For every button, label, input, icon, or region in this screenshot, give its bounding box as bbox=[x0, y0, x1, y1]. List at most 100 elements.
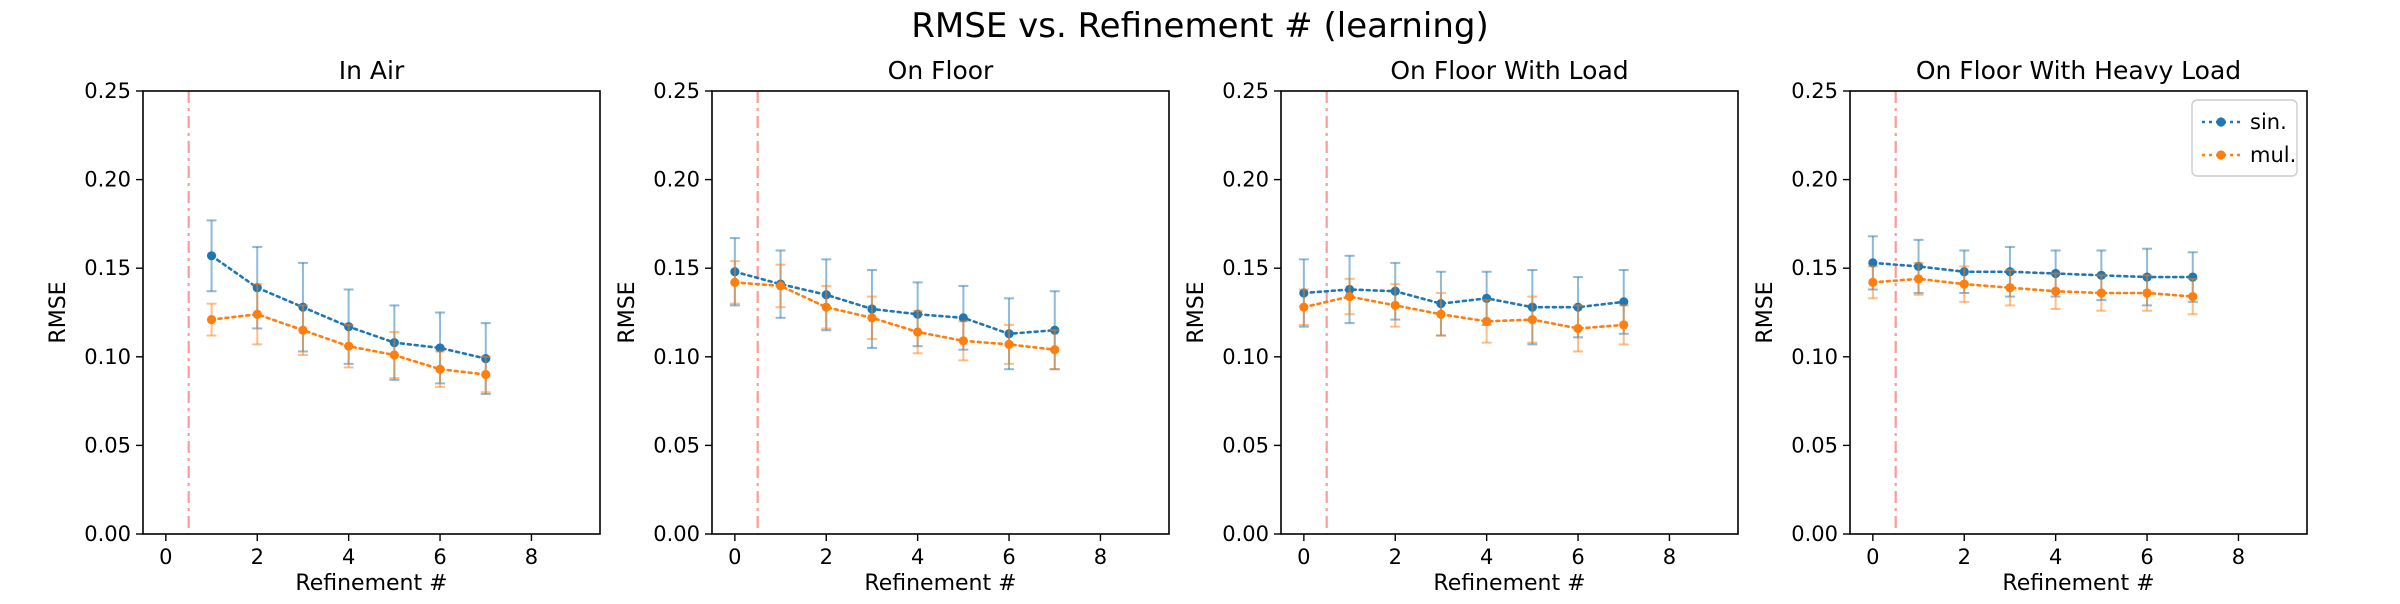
data-point bbox=[1344, 291, 1355, 302]
legend-label: mul. bbox=[2250, 143, 2296, 167]
y-tick-label: 0.00 bbox=[1791, 522, 1838, 546]
data-point bbox=[435, 343, 445, 353]
data-point bbox=[2142, 288, 2152, 298]
legend-label: sin. bbox=[2250, 110, 2287, 134]
x-tick-label: 8 bbox=[1663, 545, 1676, 569]
data-point bbox=[1868, 277, 1878, 287]
x-tick-label: 0 bbox=[1866, 545, 1879, 569]
y-tick-label: 0.00 bbox=[84, 522, 131, 546]
x-tick-label: 0 bbox=[159, 545, 172, 569]
x-tick-label: 0 bbox=[1297, 545, 1310, 569]
y-tick-label: 0.20 bbox=[1791, 168, 1838, 192]
x-tick-label: 8 bbox=[1094, 545, 1107, 569]
legend-marker bbox=[2216, 117, 2226, 127]
data-point bbox=[1619, 320, 1629, 330]
y-tick-label: 0.20 bbox=[84, 168, 131, 192]
data-point bbox=[2188, 291, 2198, 302]
axes-frame bbox=[711, 90, 1170, 535]
x-tick-label: 6 bbox=[2140, 545, 2153, 569]
series-mul bbox=[729, 260, 1060, 371]
legend-marker bbox=[2216, 150, 2226, 160]
x-tick-label: 8 bbox=[525, 545, 538, 569]
y-tick-label: 0.05 bbox=[1222, 433, 1269, 457]
data-point bbox=[252, 309, 262, 319]
y-tick-label: 0.15 bbox=[653, 256, 700, 280]
x-tick-label: 6 bbox=[1002, 545, 1015, 569]
data-point bbox=[435, 364, 445, 374]
x-tick-label: 2 bbox=[251, 545, 264, 569]
series-mul bbox=[1867, 261, 2198, 316]
data-point bbox=[913, 327, 923, 337]
data-point bbox=[1868, 258, 1878, 268]
subplot-4: 0 2 4 6 8 0.00 0.05 0.10 0.15 0.20 0.25 On Floor Wi… bbox=[1753, 56, 2308, 596]
y-tick-label: 0.10 bbox=[84, 345, 131, 369]
data-point bbox=[775, 281, 786, 291]
series-mul bbox=[206, 283, 491, 394]
series-line bbox=[1302, 295, 1626, 330]
data-point bbox=[1390, 300, 1400, 311]
x-tick-label: 6 bbox=[433, 545, 446, 569]
x-tick-label: 2 bbox=[1389, 545, 1402, 569]
subplot-title: On Floor With Heavy Load bbox=[1916, 56, 2241, 85]
axes-frame bbox=[1849, 90, 2308, 535]
data-point bbox=[1913, 274, 1924, 284]
series-line bbox=[1302, 288, 1626, 309]
y-tick-label: 0.15 bbox=[1222, 256, 1269, 280]
x-tick-label: 4 bbox=[2049, 545, 2062, 569]
x-tick-label: 2 bbox=[820, 545, 833, 569]
subplot-title: On Floor bbox=[888, 56, 994, 85]
x-tick-label: 4 bbox=[1480, 545, 1493, 569]
subplot-1: 0 2 4 6 8 0.00 0.05 0.10 0.15 0.20 0.25 In Air Refin… bbox=[46, 56, 601, 596]
data-point bbox=[1299, 302, 1309, 312]
x-tick-label: 6 bbox=[1571, 545, 1584, 569]
data-point bbox=[2051, 286, 2061, 296]
x-tick-label: 2 bbox=[1958, 545, 1971, 569]
data-point bbox=[344, 341, 354, 351]
data-point bbox=[958, 336, 968, 346]
y-tick-label: 0.10 bbox=[1791, 345, 1838, 369]
y-axis-label: RMSE bbox=[46, 281, 71, 343]
y-tick-label: 0.05 bbox=[653, 433, 700, 457]
data-point bbox=[958, 313, 968, 323]
figure-title: RMSE vs. Refinement # (learning) bbox=[911, 6, 1489, 46]
data-point bbox=[1527, 314, 1537, 325]
subplot-title: In Air bbox=[339, 56, 405, 85]
series-sin bbox=[729, 237, 1060, 371]
series-line bbox=[733, 281, 1057, 352]
y-tick-label: 0.10 bbox=[1222, 345, 1269, 369]
data-point bbox=[1436, 309, 1446, 319]
x-axis-label: Refinement # bbox=[1433, 571, 1585, 596]
data-point bbox=[1050, 345, 1060, 355]
x-axis-label: Refinement # bbox=[295, 571, 447, 596]
y-tick-label: 0.00 bbox=[653, 522, 700, 546]
y-tick-label: 0.00 bbox=[1222, 522, 1269, 546]
y-tick-label: 0.05 bbox=[84, 433, 131, 457]
data-point bbox=[1482, 316, 1492, 326]
data-point bbox=[730, 277, 740, 287]
y-axis-label: RMSE bbox=[1753, 281, 1778, 343]
data-point bbox=[1959, 279, 1969, 289]
x-axis-label: Refinement # bbox=[2002, 571, 2154, 596]
subplot-2: 0 2 4 6 8 0.00 0.05 0.10 0.15 0.20 0.25 On Floor Ref… bbox=[615, 56, 1170, 596]
series-mul bbox=[1298, 277, 1629, 353]
data-point bbox=[867, 313, 877, 323]
x-tick-label: 4 bbox=[911, 545, 924, 569]
series-line bbox=[1871, 261, 2195, 279]
axes-frame bbox=[142, 90, 601, 535]
data-point bbox=[206, 314, 217, 325]
data-point bbox=[1573, 323, 1583, 334]
legend: sin. mul. bbox=[2191, 99, 2298, 177]
y-tick-label: 0.20 bbox=[653, 168, 700, 192]
x-tick-label: 0 bbox=[728, 545, 741, 569]
series-line bbox=[1871, 277, 2195, 298]
data-point bbox=[206, 251, 217, 261]
y-tick-label: 0.25 bbox=[84, 79, 131, 103]
y-tick-label: 0.10 bbox=[653, 345, 700, 369]
y-tick-label: 0.05 bbox=[1791, 433, 1838, 457]
subplot-3: 0 2 4 6 8 0.00 0.05 0.10 0.15 0.20 0.25 On Floor Wi… bbox=[1184, 56, 1739, 596]
data-point bbox=[481, 369, 491, 380]
data-point bbox=[298, 325, 308, 335]
y-tick-label: 0.25 bbox=[1222, 79, 1269, 103]
data-point bbox=[821, 302, 831, 312]
